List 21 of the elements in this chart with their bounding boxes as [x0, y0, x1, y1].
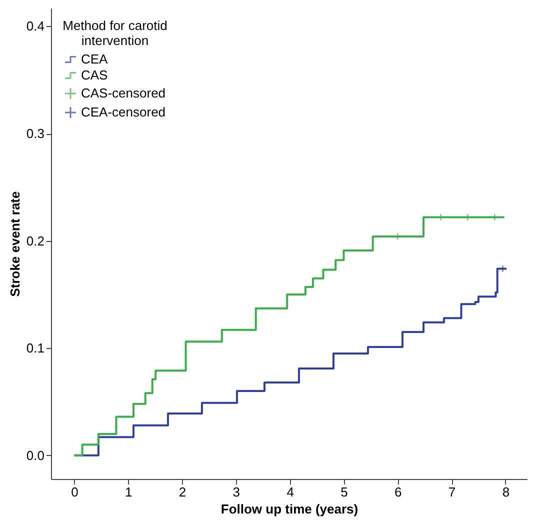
x-tick-label: 7: [448, 484, 456, 500]
legend-title: Method for carotid intervention: [62, 18, 168, 48]
x-tick-label: 8: [502, 484, 510, 500]
y-tick-label: 0.3: [26, 126, 44, 142]
x-tick-label: 1: [124, 484, 132, 500]
x-tick-label: 3: [232, 484, 240, 500]
y-tick-label: 0.2: [26, 233, 44, 248]
x-tick-label: 0: [71, 484, 78, 500]
x-tick-label: 4: [286, 484, 294, 500]
y-tick-label: 0.4: [26, 18, 44, 34]
x-tick-label: 6: [394, 484, 402, 500]
y-tick-label: 0.0: [26, 448, 44, 463]
x-tick-label: 2: [178, 484, 186, 500]
legend-label: CAS: [81, 68, 108, 82]
y-axis-title: Stroke event rate: [7, 191, 22, 297]
x-axis-title: Follow up time (years): [220, 502, 358, 516]
legend-label: CEA: [81, 52, 108, 66]
x-tick-label: 5: [340, 484, 348, 500]
legend-label: CAS-censored: [81, 86, 166, 100]
y-tick-label: 0.1: [26, 340, 44, 356]
legend-label: CEA-censored: [81, 104, 166, 120]
